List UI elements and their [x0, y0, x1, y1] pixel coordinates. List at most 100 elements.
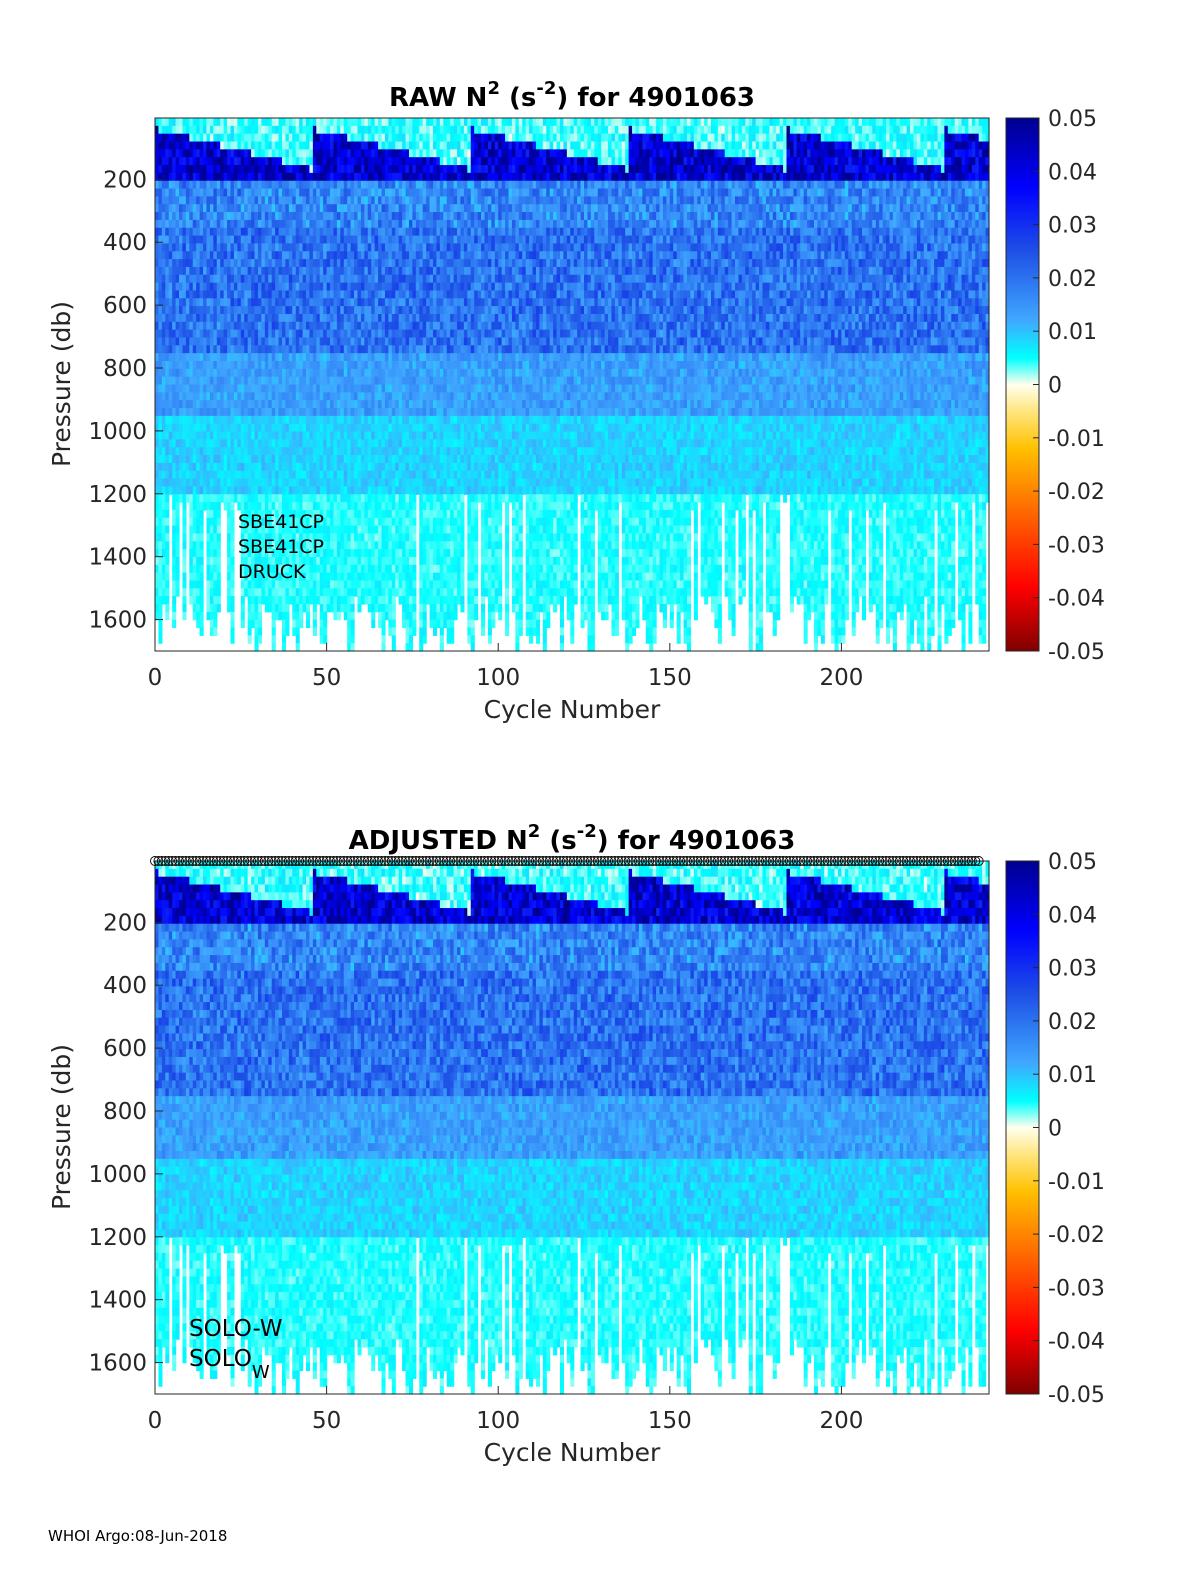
heat-cell: [162, 557, 166, 565]
heat-cell: [162, 392, 166, 400]
heat-cell: [220, 486, 224, 494]
heat-cell: [227, 588, 231, 596]
heat-cell: [176, 204, 180, 212]
heat-cell: [251, 165, 255, 173]
heat-cell: [158, 275, 162, 283]
heat-cell: [251, 134, 255, 142]
heat-cell: [172, 157, 176, 165]
heat-cell: [213, 604, 217, 612]
heat-cell: [220, 181, 224, 189]
heat-cell: [227, 189, 231, 197]
heat-cell: [217, 471, 221, 479]
heat-cell: [155, 565, 159, 573]
heat-cell: [213, 220, 217, 228]
heat-cell: [172, 243, 176, 251]
heat-cell: [234, 400, 238, 408]
heat-cell: [227, 345, 231, 353]
heat-cell: [203, 220, 207, 228]
heat-cell: [203, 228, 207, 236]
heat-cell: [196, 471, 200, 479]
heat-cell: [162, 314, 166, 322]
heat-cell: [224, 189, 228, 197]
heat-cell: [220, 126, 224, 134]
heat-cell: [227, 275, 231, 283]
heat-cell: [155, 142, 159, 150]
heat-cell: [210, 510, 214, 518]
heat-cell: [158, 541, 162, 549]
heat-cell: [251, 345, 255, 353]
heat-cell: [155, 118, 159, 126]
heat-cell: [203, 447, 207, 455]
heat-cell: [224, 134, 228, 142]
heat-cell: [248, 173, 252, 181]
heat-cell: [176, 400, 180, 408]
heat-cell: [196, 432, 200, 440]
heat-cell: [241, 314, 245, 322]
heat-cell: [231, 290, 235, 298]
heat-cell: [196, 157, 200, 165]
heat-cell: [231, 251, 235, 259]
heat-cell: [224, 369, 228, 377]
heat-cell: [217, 134, 221, 142]
heat-cell: [251, 220, 255, 228]
heat-cell: [182, 526, 186, 534]
heat-cell: [231, 267, 235, 275]
heat-cell: [244, 322, 248, 330]
heat-cell: [165, 275, 169, 283]
heat-cell: [200, 204, 204, 212]
heat-cell: [158, 157, 162, 165]
heat-cell: [186, 220, 190, 228]
heat-cell: [231, 596, 235, 604]
heat-cell: [169, 236, 173, 244]
heat-cell: [237, 275, 241, 283]
heat-cell: [182, 243, 186, 251]
heat-cell: [224, 408, 228, 416]
heat-cell: [193, 306, 197, 314]
heat-cell: [227, 424, 231, 432]
heat-cell: [241, 181, 245, 189]
heat-cell: [231, 369, 235, 377]
heat-cell: [224, 385, 228, 393]
heat-cell: [165, 573, 169, 581]
heat-cell: [162, 502, 166, 510]
heat-cell: [196, 400, 200, 408]
heat-cell: [165, 416, 169, 424]
heat-cell: [176, 580, 180, 588]
heat-cell: [182, 565, 186, 573]
heat-cell: [186, 181, 190, 189]
heat-cell: [206, 236, 210, 244]
heat-cell: [237, 267, 241, 275]
heat-cell: [217, 533, 221, 541]
heat-cell: [186, 455, 190, 463]
heat-cell: [162, 212, 166, 220]
heat-cell: [217, 369, 221, 377]
heat-cell: [162, 408, 166, 416]
heat-cell: [182, 306, 186, 314]
heat-cell: [193, 400, 197, 408]
heat-cell: [169, 173, 173, 181]
heat-cell: [206, 400, 210, 408]
heat-cell: [203, 314, 207, 322]
heat-cell: [224, 455, 228, 463]
heat-cell: [155, 181, 159, 189]
heat-cell: [200, 290, 204, 298]
heat-cell: [210, 275, 214, 283]
heat-cell: [165, 494, 169, 502]
heat-cell: [248, 212, 252, 220]
heat-cell: [220, 377, 224, 385]
heat-cell: [172, 400, 176, 408]
heat-cell: [241, 165, 245, 173]
heat-cell: [220, 322, 224, 330]
heat-cell: [234, 408, 238, 416]
heat-cell: [231, 549, 235, 557]
heat-cell: [186, 314, 190, 322]
heat-cell: [196, 573, 200, 581]
heat-cell: [244, 408, 248, 416]
heat-cell: [244, 236, 248, 244]
heat-cell: [248, 345, 252, 353]
heat-cell: [158, 212, 162, 220]
heat-cell: [210, 580, 214, 588]
heat-cell: [169, 165, 173, 173]
heat-cell: [248, 283, 252, 291]
heat-cell: [176, 463, 180, 471]
